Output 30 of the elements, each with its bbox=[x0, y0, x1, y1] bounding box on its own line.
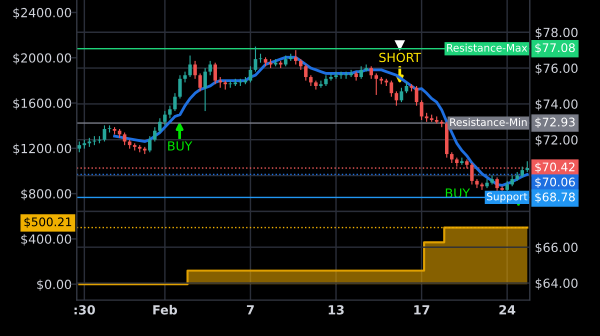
y-tick-label: $500.21 bbox=[24, 217, 72, 228]
x-tick-label: Feb bbox=[153, 304, 178, 315]
y-tick-label: $0.00 bbox=[37, 279, 72, 291]
y2-tick-label: $78.00 bbox=[536, 27, 578, 39]
x-tick-label: 17 bbox=[414, 305, 430, 314]
y2-tick-label: $64.00 bbox=[536, 278, 578, 290]
y2-tick-label: $76.00 bbox=[536, 63, 578, 75]
ref-line-label: Resistance-Max bbox=[447, 44, 528, 52]
y2-tick-label: $70.42 bbox=[535, 162, 574, 174]
y-tick-label: $400.00 bbox=[21, 234, 72, 246]
annotation: SHORT bbox=[379, 52, 422, 62]
x-tick-label: 13 bbox=[328, 305, 344, 315]
y2-tick-label: $72.93 bbox=[535, 117, 575, 128]
y-tick-label: $2000.00 bbox=[13, 52, 72, 64]
y2-tick-label: $74.00 bbox=[536, 99, 578, 110]
y-tick-label: $1600.00 bbox=[13, 98, 72, 110]
y2-tick-label: $68.78 bbox=[535, 192, 575, 204]
y2-tick-label: $66.00 bbox=[536, 242, 578, 254]
y2-tick-label: $77.08 bbox=[535, 43, 575, 54]
x-tick-label: 24 bbox=[499, 305, 516, 314]
annotation: BUY bbox=[168, 141, 192, 151]
y-tick-label: $800.00 bbox=[21, 188, 72, 200]
y-tick-label: $2400.00 bbox=[13, 8, 72, 20]
y-tick-label: $1200.00 bbox=[13, 144, 72, 155]
ref-line-label: Support bbox=[487, 192, 528, 202]
ref-line-label: Resistance-Min bbox=[450, 118, 527, 126]
x-tick-label: 7 bbox=[246, 305, 254, 314]
y2-tick-label: $70.06 bbox=[535, 177, 575, 188]
y2-tick-label: $72.00 bbox=[536, 134, 578, 146]
x-tick-label: :30 bbox=[74, 305, 95, 315]
